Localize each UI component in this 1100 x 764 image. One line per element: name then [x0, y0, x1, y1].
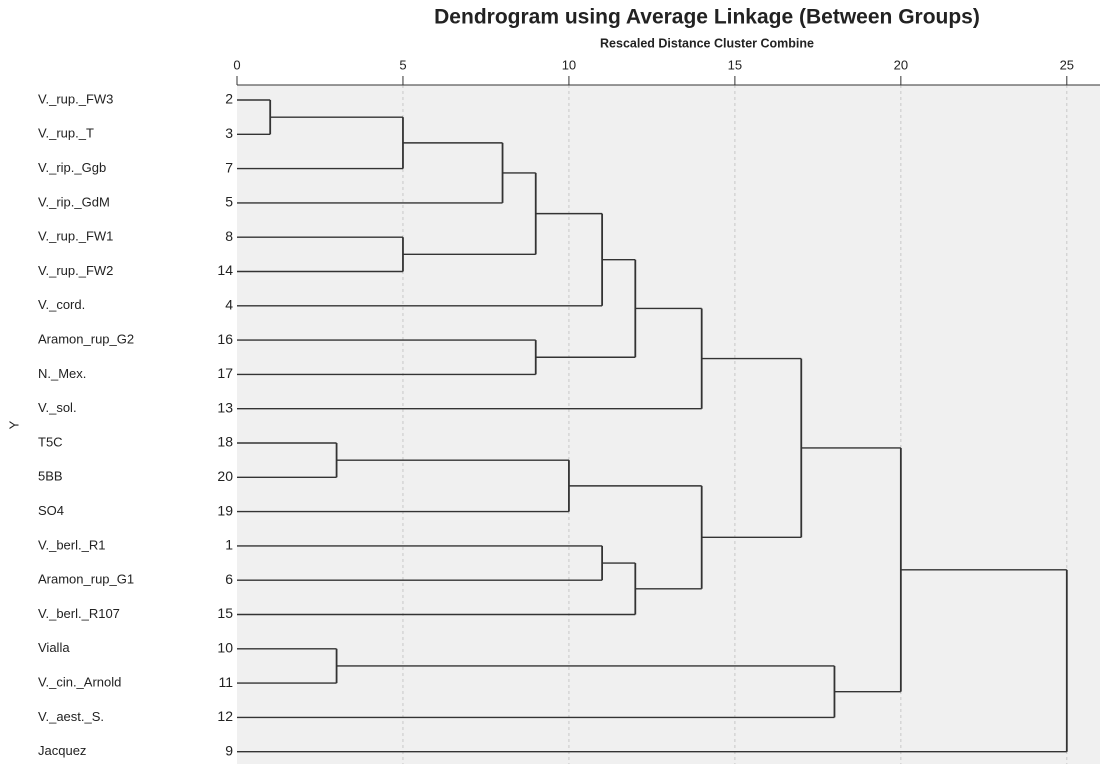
- chart-title: Dendrogram using Average Linkage (Betwee…: [434, 6, 980, 29]
- chart-subtitle: Rescaled Distance Cluster Combine: [600, 36, 814, 50]
- leaf-label: Jacquez: [38, 743, 86, 758]
- leaf-label: 5BB: [38, 469, 63, 484]
- leaf-id: 3: [225, 125, 233, 141]
- leaf-id: 10: [217, 640, 233, 656]
- leaf-label: V._rup._T: [38, 126, 94, 141]
- leaf-id: 2: [225, 91, 233, 107]
- leaf-id: 7: [225, 159, 233, 175]
- leaf-label: V._cin._Arnold: [38, 675, 121, 690]
- leaf-label: V._berl._R107: [38, 606, 120, 621]
- leaf-id: 14: [217, 262, 233, 278]
- leaf-id: 8: [225, 228, 233, 244]
- leaf-label: V._sol.: [38, 400, 77, 415]
- leaf-id: 18: [217, 434, 233, 450]
- leaf-id: 12: [217, 708, 233, 724]
- leaf-id: 4: [225, 297, 233, 313]
- leaf-id: 16: [217, 331, 233, 347]
- leaf-label: Vialla: [38, 640, 70, 655]
- leaf-id: 15: [217, 605, 233, 621]
- x-tick-label: 20: [894, 57, 908, 72]
- leaf-id: 6: [225, 571, 233, 587]
- leaf-id: 20: [217, 468, 233, 484]
- leaf-label: V._berl._R1: [38, 537, 105, 552]
- leaf-label: T5C: [38, 434, 63, 449]
- leaf-id: 11: [218, 674, 233, 690]
- leaf-label: V._cord.: [38, 297, 85, 312]
- leaf-label: V._aest._S.: [38, 709, 104, 724]
- leaf-id: 9: [225, 742, 233, 758]
- leaf-label: Aramon_rup_G1: [38, 572, 134, 587]
- leaf-label: V._rip._GdM: [38, 194, 110, 209]
- y-axis-label: Y: [6, 420, 21, 429]
- x-tick-label: 10: [562, 57, 576, 72]
- leaf-label: Aramon_rup_G2: [38, 332, 134, 347]
- leaf-id: 1: [225, 537, 233, 553]
- leaf-label: N._Mex.: [38, 366, 86, 381]
- leaf-label: V._rup._FW1: [38, 229, 113, 244]
- leaf-label: V._rup._FW2: [38, 263, 113, 278]
- plot-area: [237, 85, 1100, 764]
- x-tick-label: 15: [728, 57, 742, 72]
- x-tick-label: 25: [1060, 57, 1074, 72]
- leaf-label: V._rup._FW3: [38, 91, 113, 106]
- leaf-label: V._rip._Ggb: [38, 160, 106, 175]
- leaf-id: 13: [217, 399, 233, 415]
- leaf-id: 17: [217, 365, 233, 381]
- leaf-label: SO4: [38, 503, 64, 518]
- leaf-id: 5: [225, 194, 233, 210]
- x-tick-label: 0: [233, 57, 240, 72]
- x-tick-label: 5: [399, 57, 406, 72]
- leaf-id: 19: [217, 502, 233, 518]
